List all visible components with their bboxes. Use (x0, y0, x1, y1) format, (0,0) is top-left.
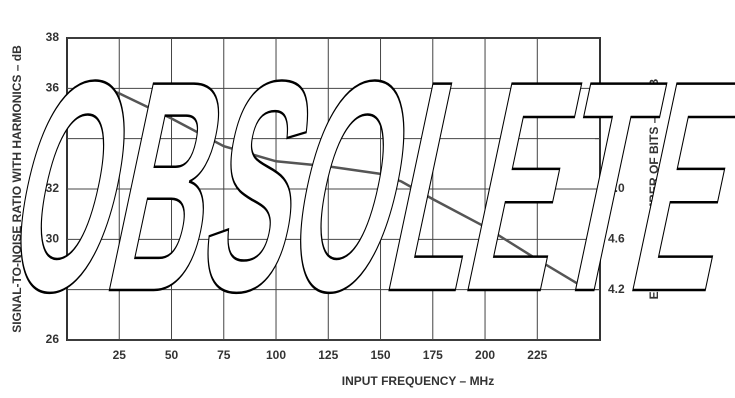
y-tick-label: 38 (46, 30, 60, 44)
x-tick-label: 100 (266, 348, 286, 362)
y-tick-label: 36 (46, 81, 60, 95)
y-tick-label: 26 (46, 332, 60, 346)
x-tick-label: 175 (423, 348, 443, 362)
x-tick-label: 50 (165, 348, 179, 362)
x-tick-label: 150 (371, 348, 391, 362)
x-tick-label: 225 (527, 348, 547, 362)
x-tick-label: 25 (113, 348, 127, 362)
y-tick-label: 30 (46, 232, 60, 246)
y-tick-label: 28 (46, 282, 60, 296)
y2-axis-label: EFFECTIVE NUMBER OF BITS – ENOB (647, 78, 661, 299)
x-axis-label: INPUT FREQUENCY – MHz (342, 374, 494, 388)
y-tick-label: 34 (46, 131, 60, 145)
x-tick-label: 125 (318, 348, 338, 362)
plot: 26 28 30 32 34 36 38 25 50 75 100 125 150 175 200 225 4.… (46, 30, 625, 362)
y2-tick-label: 4.6 (608, 232, 625, 246)
watermark: OBSOLETE (0, 19, 735, 354)
y2-tick-label: 4.2 (608, 282, 625, 296)
y2-tick-label: 5.8 (608, 81, 625, 95)
y2-tick-label: 5.0 (608, 181, 625, 195)
data-line (91, 82, 580, 286)
x-tick-label: 75 (217, 348, 231, 362)
y2-tick-label: 5.4 (608, 131, 625, 145)
y-tick-label: 32 (46, 181, 60, 195)
y-axis-label: SIGNAL-TO-NOISE RATIO WITH HARMONICS – d… (10, 45, 24, 333)
x-tick-label: 200 (475, 348, 495, 362)
